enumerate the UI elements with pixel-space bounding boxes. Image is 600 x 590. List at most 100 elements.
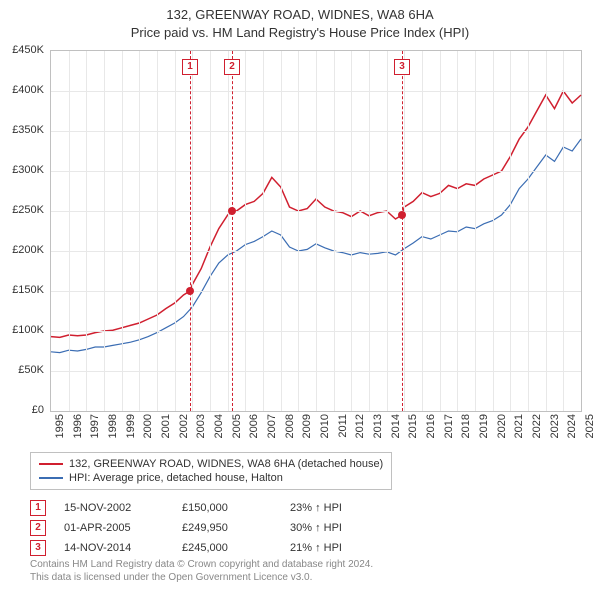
attribution-line2: This data is licensed under the Open Gov…: [30, 571, 580, 584]
x-tick-label: 2021: [513, 414, 525, 438]
chart-title-block: 132, GREENWAY ROAD, WIDNES, WA8 6HA Pric…: [0, 0, 600, 42]
gridline-vertical: [245, 51, 246, 411]
x-tick-label: 2019: [478, 414, 490, 438]
x-tick-label: 2006: [248, 414, 260, 438]
sale-marker-box: 3: [394, 59, 410, 75]
sale-marker-3: 3: [30, 540, 46, 556]
x-tick-label: 2022: [531, 414, 543, 438]
gridline-vertical: [351, 51, 352, 411]
attribution-line1: Contains HM Land Registry data © Crown c…: [30, 558, 580, 571]
x-tick-label: 2007: [266, 414, 278, 438]
sale-diff-2: 30% ↑ HPI: [290, 522, 380, 534]
x-tick-label: 2018: [460, 414, 472, 438]
sale-marker-line: [232, 51, 233, 411]
y-tick-label: £400K: [12, 84, 44, 96]
sale-price-1: £150,000: [182, 502, 272, 514]
sale-marker-line: [402, 51, 403, 411]
sale-price-2: £249,950: [182, 522, 272, 534]
gridline-vertical: [139, 51, 140, 411]
sale-row-1: 1 15-NOV-2002 £150,000 23% ↑ HPI: [30, 498, 380, 518]
x-tick-label: 2023: [549, 414, 561, 438]
gridline-vertical: [122, 51, 123, 411]
x-tick-label: 2008: [284, 414, 296, 438]
y-tick-label: £200K: [12, 244, 44, 256]
gridline-vertical: [175, 51, 176, 411]
x-tick-label: 2013: [372, 414, 384, 438]
y-tick-label: £350K: [12, 124, 44, 136]
x-tick-label: 2014: [390, 414, 402, 438]
legend-swatch-hpi: [39, 477, 63, 479]
gridline-vertical: [316, 51, 317, 411]
x-tick-label: 2001: [160, 414, 172, 438]
sale-marker-box: 1: [182, 59, 198, 75]
gridline-vertical: [404, 51, 405, 411]
x-tick-label: 2025: [584, 414, 596, 438]
x-tick-label: 1998: [107, 414, 119, 438]
legend-swatch-property: [39, 463, 63, 465]
gridline-vertical: [457, 51, 458, 411]
sale-point-marker: [228, 207, 236, 215]
sale-marker-line: [190, 51, 191, 411]
legend-row-hpi: HPI: Average price, detached house, Halt…: [39, 471, 383, 485]
gridline-vertical: [546, 51, 547, 411]
gridline-vertical: [510, 51, 511, 411]
x-tick-label: 1995: [54, 414, 66, 438]
x-tick-label: 2004: [213, 414, 225, 438]
title-line1: 132, GREENWAY ROAD, WIDNES, WA8 6HA: [0, 6, 600, 24]
sales-table: 1 15-NOV-2002 £150,000 23% ↑ HPI 2 01-AP…: [30, 498, 380, 558]
legend-row-property: 132, GREENWAY ROAD, WIDNES, WA8 6HA (det…: [39, 457, 383, 471]
x-tick-label: 2016: [425, 414, 437, 438]
y-tick-label: £150K: [12, 284, 44, 296]
x-tick-label: 1999: [125, 414, 137, 438]
sale-date-3: 14-NOV-2014: [64, 542, 164, 554]
x-tick-label: 2009: [301, 414, 313, 438]
legend-label-hpi: HPI: Average price, detached house, Halt…: [69, 472, 283, 484]
x-axis: 1995199619971998199920002001200220032004…: [50, 412, 580, 452]
sale-diff-3: 21% ↑ HPI: [290, 542, 380, 554]
sale-date-2: 01-APR-2005: [64, 522, 164, 534]
gridline-vertical: [422, 51, 423, 411]
gridline-vertical: [440, 51, 441, 411]
gridline-vertical: [369, 51, 370, 411]
gridline-vertical: [69, 51, 70, 411]
legend-label-property: 132, GREENWAY ROAD, WIDNES, WA8 6HA (det…: [69, 458, 383, 470]
x-tick-label: 2002: [178, 414, 190, 438]
sale-marker-1: 1: [30, 500, 46, 516]
gridline-vertical: [387, 51, 388, 411]
x-tick-label: 2010: [319, 414, 331, 438]
gridline-vertical: [528, 51, 529, 411]
x-tick-label: 2000: [142, 414, 154, 438]
x-tick-label: 2024: [566, 414, 578, 438]
sale-point-marker: [398, 211, 406, 219]
gridline-vertical: [104, 51, 105, 411]
gridline-vertical: [475, 51, 476, 411]
chart-legend: 132, GREENWAY ROAD, WIDNES, WA8 6HA (det…: [30, 452, 392, 490]
sale-marker-2: 2: [30, 520, 46, 536]
gridline-vertical: [493, 51, 494, 411]
sale-marker-box: 2: [224, 59, 240, 75]
gridline-vertical: [228, 51, 229, 411]
attribution-text: Contains HM Land Registry data © Crown c…: [30, 558, 580, 584]
x-tick-label: 2012: [354, 414, 366, 438]
x-tick-label: 2005: [231, 414, 243, 438]
gridline-vertical: [281, 51, 282, 411]
sale-date-1: 15-NOV-2002: [64, 502, 164, 514]
gridline-vertical: [334, 51, 335, 411]
x-tick-label: 2017: [443, 414, 455, 438]
gridline-vertical: [157, 51, 158, 411]
chart-plot-area: 1 2 3: [50, 50, 582, 412]
gridline-vertical: [192, 51, 193, 411]
y-tick-label: £0: [32, 404, 44, 416]
x-tick-label: 1997: [89, 414, 101, 438]
x-tick-label: 2003: [195, 414, 207, 438]
gridline-vertical: [298, 51, 299, 411]
x-tick-label: 2011: [337, 414, 349, 438]
y-tick-label: £250K: [12, 204, 44, 216]
y-axis: £0£50K£100K£150K£200K£250K£300K£350K£400…: [0, 50, 48, 410]
sale-point-marker: [186, 287, 194, 295]
x-tick-label: 2015: [407, 414, 419, 438]
title-line2: Price paid vs. HM Land Registry's House …: [0, 24, 600, 42]
sale-diff-1: 23% ↑ HPI: [290, 502, 380, 514]
gridline-vertical: [210, 51, 211, 411]
y-tick-label: £50K: [18, 364, 44, 376]
